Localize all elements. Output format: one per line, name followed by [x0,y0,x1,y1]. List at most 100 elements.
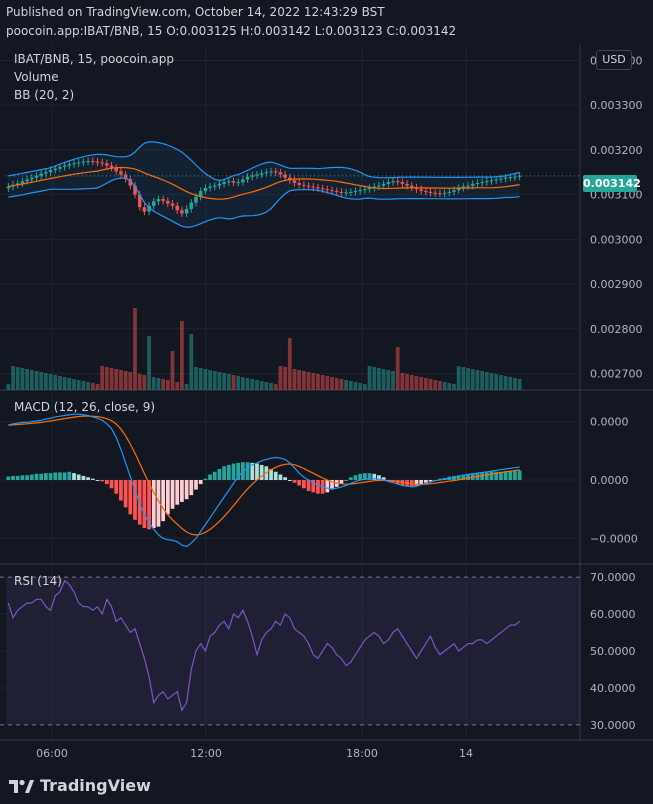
volume-bar [494,374,499,390]
macd-histogram-bar [170,480,175,509]
candle [447,191,452,193]
macd-histogram-bar [208,474,212,480]
macd-histogram-bar [259,464,264,480]
candle [76,162,81,164]
bb-legend[interactable]: BB (20, 2) [14,88,75,102]
price-tick-label: 0.002700 [590,368,643,381]
macd-legend[interactable]: MACD (12, 26, close, 9) [14,400,156,414]
macd-histogram-bar [15,475,20,480]
volume-bar [475,370,480,390]
volume-bar [353,382,358,390]
tradingview-brand: TradingView [40,776,151,795]
macd-histogram-bar [90,478,95,480]
volume-bar [137,374,142,390]
macd-histogram-bar [269,469,273,480]
chart-background [0,44,653,770]
rsi-tick-label: 60.0000 [590,608,636,621]
volume-bar [222,373,227,390]
candle [428,191,433,193]
volume-bar [128,372,133,390]
volume-bar [381,369,386,390]
volume-bar [53,375,58,390]
macd-histogram-bar [344,480,348,481]
candle [470,183,475,186]
volume-bar [377,368,381,390]
candle [147,205,151,212]
macd-histogram-bar [372,473,377,480]
candle [386,182,391,184]
volume-bar [212,371,217,390]
macd-histogram-bar [34,473,39,480]
macd-histogram-bar [255,463,259,480]
candle [245,176,250,180]
candle [189,202,194,209]
candle [499,178,503,180]
macd-histogram-bar [53,472,58,480]
volume-bar [320,375,325,390]
macd-histogram-bar [358,473,363,480]
candle [316,187,320,189]
main-pane-legend-symbol[interactable]: IBAT/BNB, 15, poocoin.app [14,52,174,66]
macd-histogram-bar [438,478,442,480]
macd-histogram-bar [367,473,372,480]
bb-basis-line [8,166,520,200]
candle [372,186,377,188]
macd-histogram-bar [250,462,255,480]
macd-histogram-bar [100,480,105,482]
macd-histogram-bar [222,466,227,480]
macd-histogram-bar [67,471,72,480]
volume-bar [34,371,39,390]
macd-histogram-bar [104,480,109,485]
macd-histogram-bar [301,480,306,489]
rsi-legend[interactable]: RSI (14) [14,574,62,588]
rsi-tick-label: 30.0000 [590,719,636,732]
candle [292,180,297,184]
macd-histogram-bar [236,462,241,480]
volume-bar [273,384,278,390]
macd-histogram-bar [212,471,217,480]
volume-bar [241,377,245,390]
volume-bar [165,380,170,390]
currency-button[interactable]: USD [596,50,632,70]
macd-histogram-bar [81,475,86,480]
candle [259,173,264,175]
macd-histogram-bar [508,471,513,480]
volume-bar [11,366,15,390]
candle [466,185,470,187]
volume-bar [194,367,198,390]
time-tick-label: 12:00 [190,747,222,760]
candle [236,182,240,184]
volume-bar [100,366,105,390]
volume-bar [86,382,90,390]
macd-histogram-bar [456,475,461,480]
volume-bar [255,380,259,390]
candle [452,190,456,192]
candle [367,187,372,190]
macd-line [8,413,520,548]
volume-bar [278,366,283,390]
macd-histogram-bar [11,475,15,480]
volume-bar [119,370,123,390]
candle [334,191,339,193]
rsi-line [7,579,521,712]
price-tick-label: 0.002800 [590,323,643,336]
macd-histogram-bar [494,471,499,480]
macd-tick-label: 0.0000 [590,416,629,429]
candle [339,191,344,193]
macd-histogram-bar [133,480,137,520]
tradingview-logo[interactable]: TradingView [8,776,151,795]
chart-canvas[interactable]: 0.0034000.0033000.0032000.0031000.003000… [0,44,653,770]
candle [269,171,273,173]
macd-histogram-bar [489,471,494,480]
macd-histogram-bar [123,480,128,508]
candle [203,187,208,192]
volume-bar [386,370,391,390]
candle [456,187,461,191]
macd-histogram-bar [175,480,180,505]
volume-bar [344,380,348,390]
candle [400,182,405,184]
volume-bar [489,373,494,390]
volume-bar [414,376,419,390]
volume-legend[interactable]: Volume [14,70,59,84]
macd-histogram-bar [325,480,330,493]
